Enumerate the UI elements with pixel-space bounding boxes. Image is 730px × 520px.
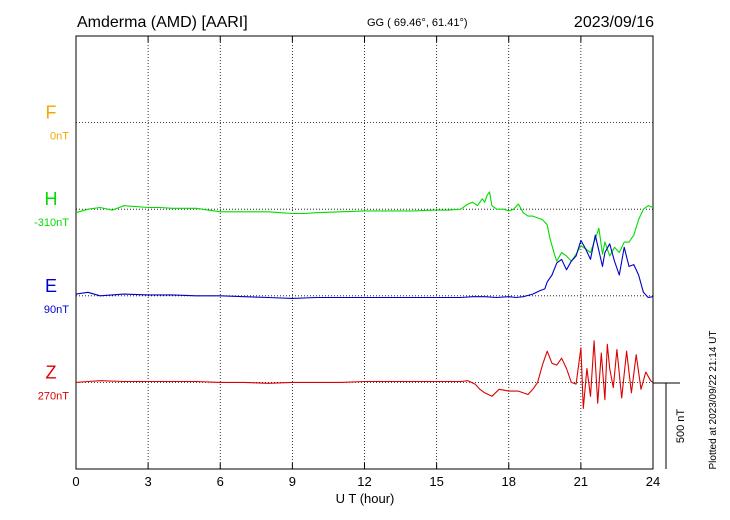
series-baseline-label-h: -310nT: [34, 217, 69, 229]
grid-lines: [147, 36, 582, 469]
series-name-e: E: [45, 276, 57, 296]
x-tick-label: 21: [574, 474, 588, 489]
x-axis-ticks: 0 3 6 9 12 15 18 21 24: [72, 36, 660, 489]
series-baseline-label-f: 0nT: [50, 131, 69, 143]
series-name-h: H: [45, 189, 58, 209]
scale-bar: 500 nT: [653, 382, 687, 469]
x-tick-label: 12: [357, 474, 371, 489]
scale-bar-label: 500 nT: [675, 409, 687, 444]
x-tick-label: 15: [429, 474, 443, 489]
baseline-lines: [76, 122, 653, 383]
series-name-z: Z: [46, 362, 57, 382]
series-line-h: [75, 191, 654, 262]
x-tick-label: 0: [72, 474, 79, 489]
series-line-z: [75, 340, 654, 409]
x-tick-label: 6: [217, 474, 224, 489]
x-tick-label: 9: [289, 474, 296, 489]
chart-date: 2023/09/16: [574, 14, 654, 31]
series-name-f: F: [46, 103, 57, 123]
series-layer: [75, 191, 654, 409]
x-tick-label: 24: [646, 474, 660, 489]
x-tick-label: 18: [502, 474, 516, 489]
x-axis-label: U T (hour): [336, 491, 395, 506]
plotted-timestamp: Plotted at 2023/09/22 21:14 UT: [708, 331, 719, 470]
x-tick-label: 3: [145, 474, 152, 489]
geo-coords: GG ( 69.46°, 61.41°): [367, 17, 468, 29]
series-baseline-label-e: 90nT: [44, 304, 69, 316]
series-line-e: [75, 234, 654, 299]
series-baseline-label-z: 270nT: [38, 390, 69, 402]
station-title: Amderma (AMD) [AARI]: [77, 14, 248, 31]
series-labels: F 0nT H -310nT E 90nT Z 270nT: [34, 103, 69, 403]
